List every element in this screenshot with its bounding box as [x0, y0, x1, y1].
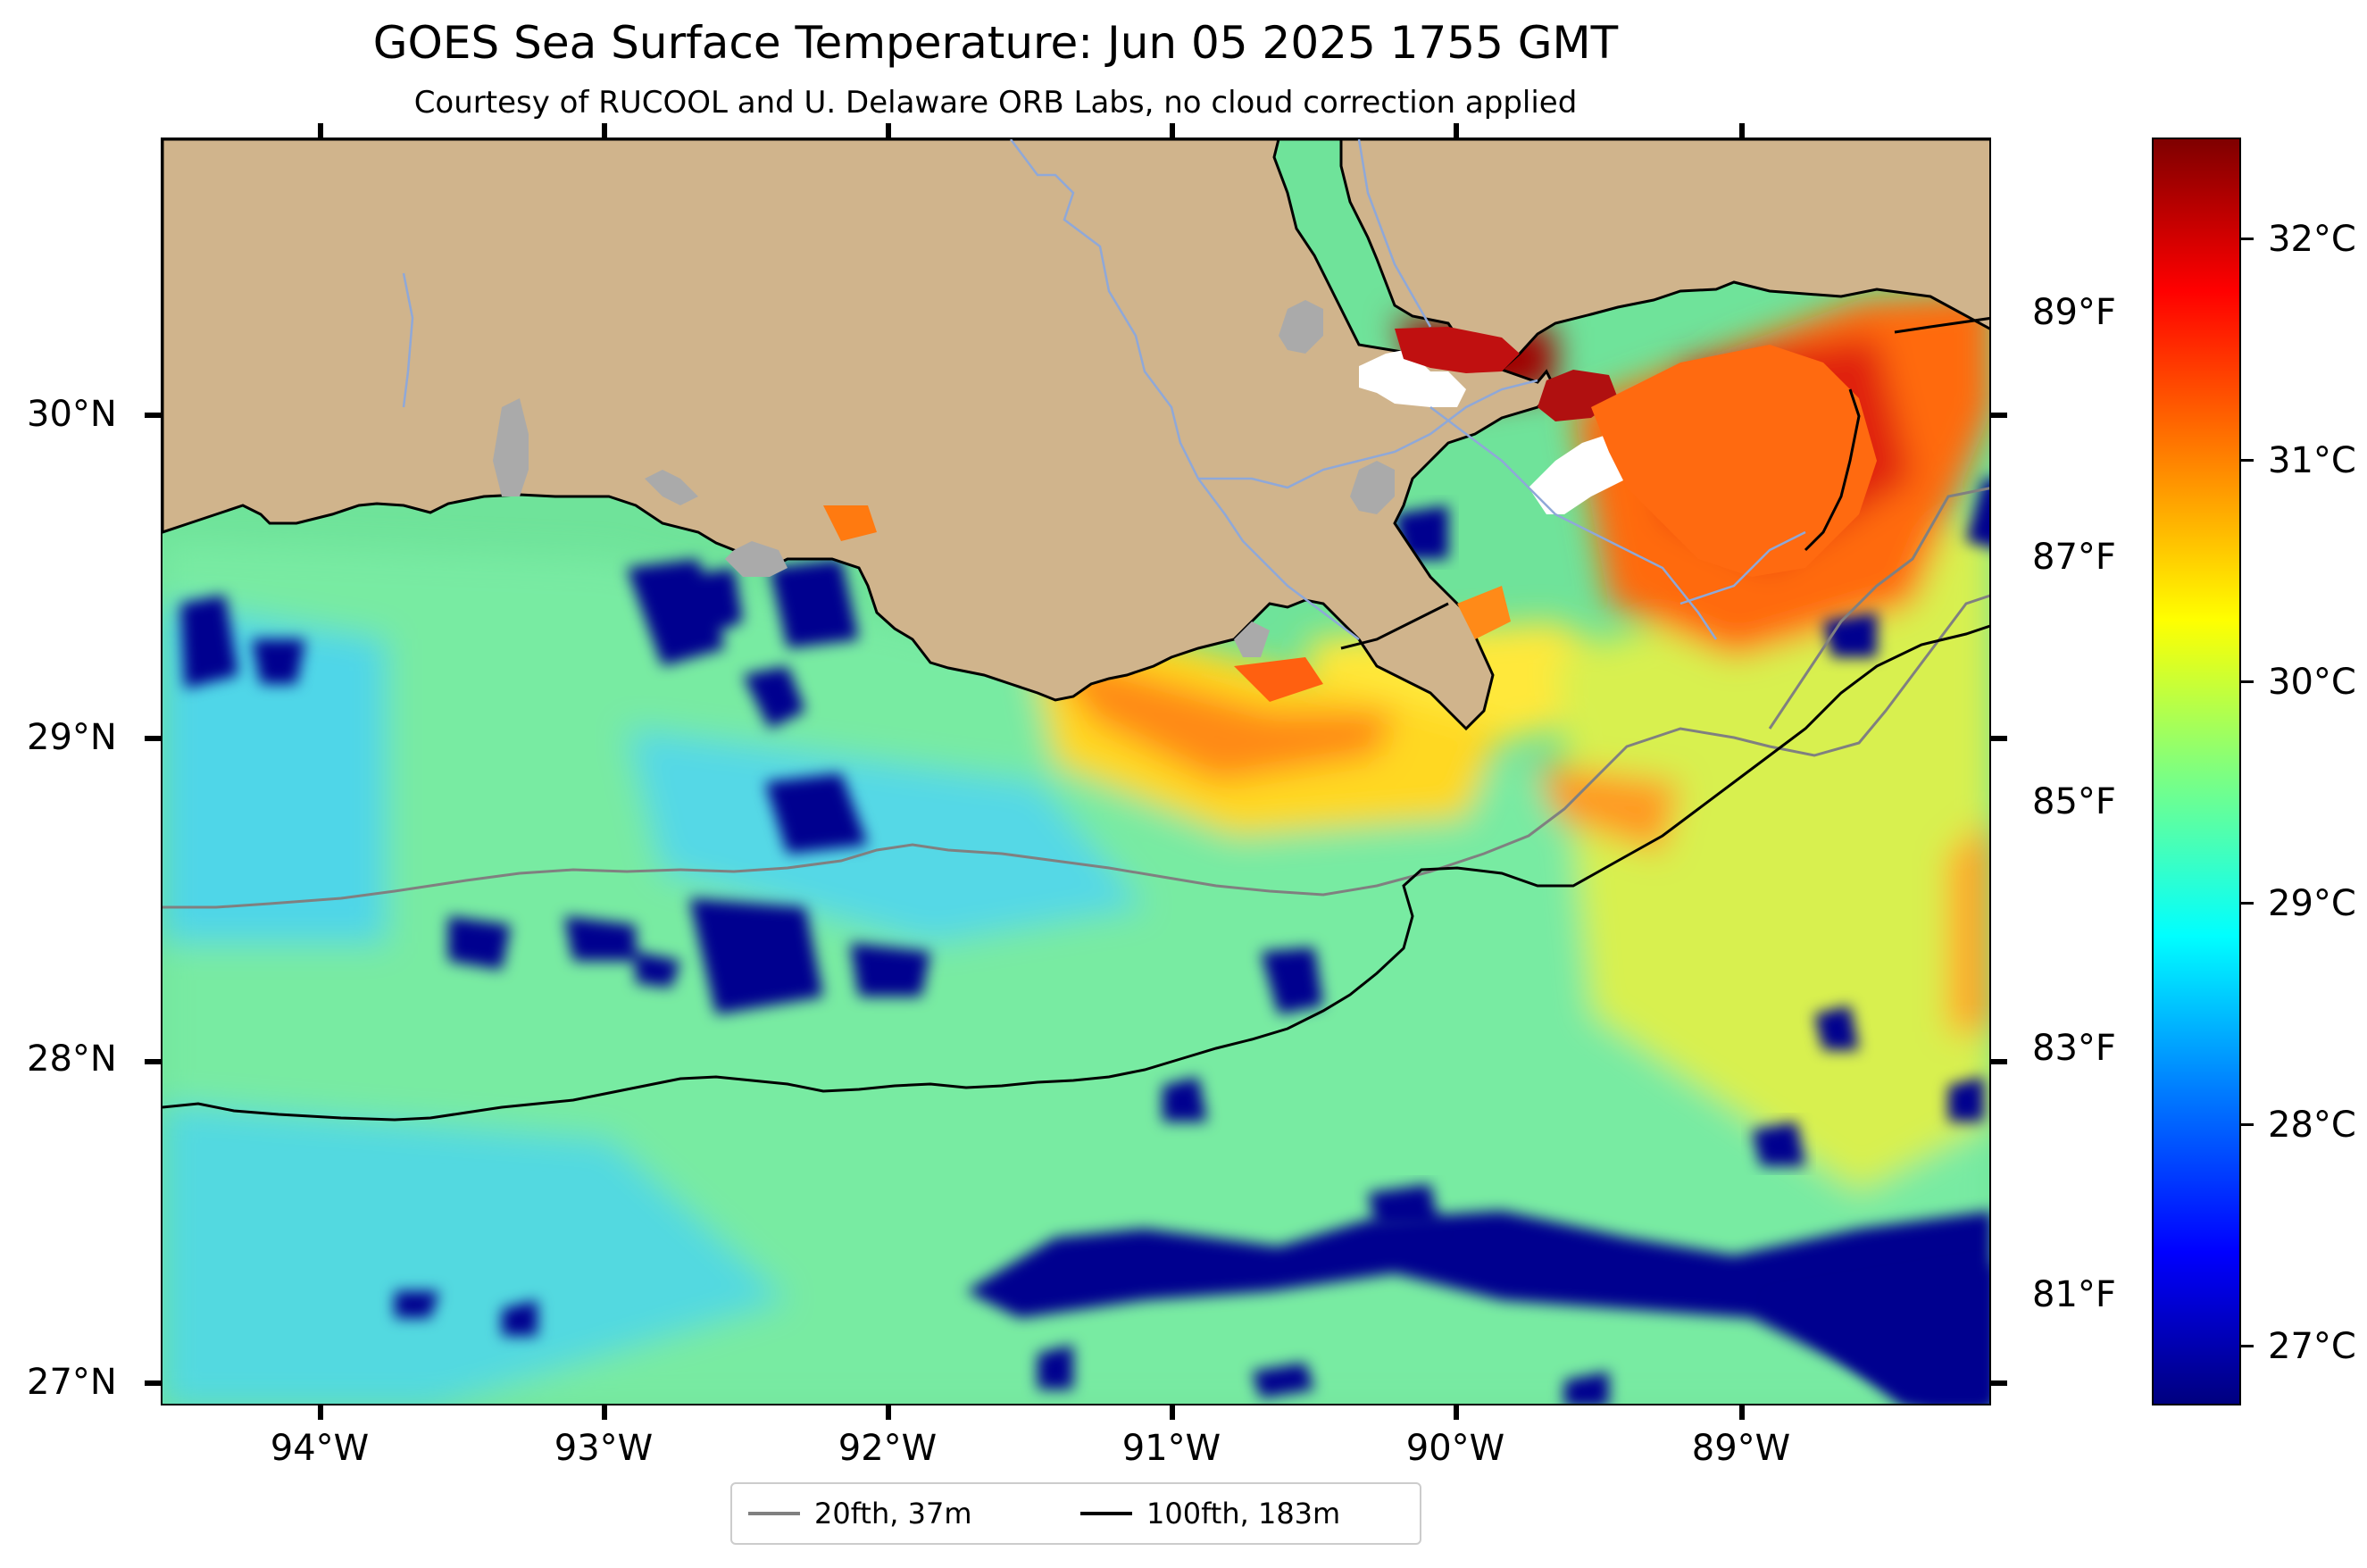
- f-label-81: 81°F: [2032, 1274, 2116, 1315]
- cbar-tick-27: [2239, 1345, 2254, 1347]
- tick-top-90w: [1454, 123, 1459, 139]
- tick-right-27n: [1991, 1380, 2007, 1386]
- tick-left-28n: [145, 1059, 161, 1064]
- tick-bottom-94w: [318, 1404, 323, 1420]
- lat-label-28n: 28°N: [27, 1038, 117, 1080]
- lon-label-94w: 94°W: [270, 1428, 370, 1469]
- sst-map-canvas: [163, 139, 1989, 1404]
- colorbar: [2152, 138, 2241, 1405]
- lon-label-90w: 90°W: [1405, 1428, 1505, 1469]
- tick-top-92w: [886, 123, 891, 139]
- f-label-83: 83°F: [2032, 1028, 2116, 1069]
- lat-label-30n: 30°N: [27, 394, 117, 435]
- lat-label-29n: 29°N: [27, 717, 117, 758]
- tick-bottom-92w: [886, 1404, 891, 1420]
- colorbar-label-27c: 27°C: [2268, 1326, 2356, 1367]
- tick-left-30n: [145, 413, 161, 418]
- lakes: [493, 300, 1395, 657]
- coastal-warm: [823, 327, 1877, 702]
- lon-label-93w: 93°W: [554, 1428, 654, 1469]
- f-label-85: 85°F: [2032, 781, 2116, 822]
- lon-label-89w: 89°W: [1691, 1428, 1791, 1469]
- colorbar-label-28c: 28°C: [2268, 1105, 2356, 1146]
- tick-bottom-91w: [1170, 1404, 1175, 1420]
- cbar-tick-31: [2239, 459, 2254, 462]
- cbar-tick-29: [2239, 902, 2254, 905]
- tick-bottom-90w: [1454, 1404, 1459, 1420]
- contour-20fth: [163, 487, 1989, 909]
- land: [163, 139, 1989, 731]
- lon-label-91w: 91°W: [1121, 1428, 1221, 1469]
- tick-left-29n: [145, 736, 161, 741]
- tick-bottom-89w: [1739, 1404, 1745, 1420]
- chart-subtitle: Courtesy of RUCOOL and U. Delaware ORB L…: [413, 85, 1578, 121]
- colorbar-label-32c: 32°C: [2268, 219, 2356, 260]
- colorbar-label-31c: 31°C: [2268, 440, 2356, 481]
- cbar-tick-30: [2239, 680, 2254, 683]
- legend: 20fth, 37m 100fth, 183m: [730, 1482, 1421, 1545]
- cbar-tick-32: [2239, 238, 2254, 240]
- tick-top-93w: [602, 123, 607, 139]
- tick-right-29n: [1991, 736, 2007, 741]
- contour-100fth: [163, 317, 1989, 1122]
- colorbar-label-29c: 29°C: [2268, 883, 2356, 924]
- tick-top-94w: [318, 123, 323, 139]
- legend-swatch-100fth: [1080, 1512, 1132, 1515]
- rivers: [402, 139, 1806, 640]
- tick-left-27n: [145, 1380, 161, 1386]
- legend-label-20fth: 20fth, 37m: [814, 1497, 972, 1530]
- tick-top-91w: [1170, 123, 1175, 139]
- colorbar-label-30c: 30°C: [2268, 662, 2356, 703]
- legend-item-100fth: 100fth, 183m: [1080, 1484, 1340, 1543]
- chart-title: GOES Sea Surface Temperature: Jun 05 202…: [372, 17, 1619, 69]
- tick-right-30n: [1991, 413, 2007, 418]
- tick-top-89w: [1739, 123, 1745, 139]
- legend-item-20fth: 20fth, 37m: [748, 1484, 971, 1543]
- sst-map: [161, 138, 1991, 1405]
- tick-bottom-93w: [602, 1404, 607, 1420]
- legend-swatch-20fth: [748, 1512, 800, 1515]
- tick-right-28n: [1991, 1059, 2007, 1064]
- cbar-tick-28: [2239, 1123, 2254, 1126]
- f-label-89: 89°F: [2032, 292, 2116, 333]
- lat-label-27n: 27°N: [27, 1362, 117, 1403]
- legend-label-100fth: 100fth, 183m: [1146, 1497, 1341, 1530]
- f-label-87: 87°F: [2032, 537, 2116, 578]
- lon-label-92w: 92°W: [838, 1428, 938, 1469]
